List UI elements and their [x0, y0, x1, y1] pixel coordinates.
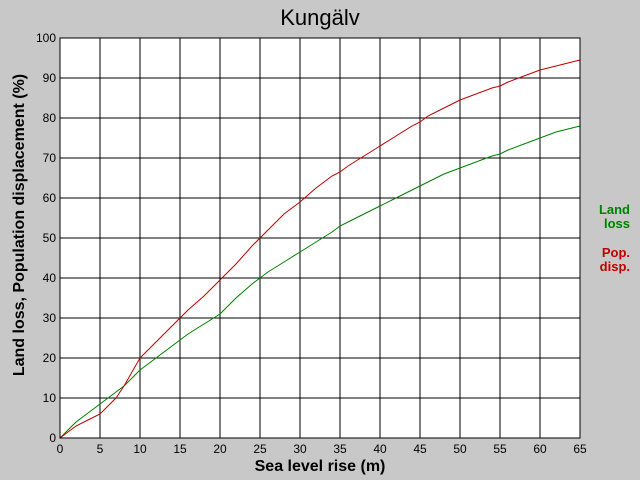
- x-tick-label: 55: [493, 442, 507, 456]
- legend-land-loss: Land loss: [599, 203, 630, 231]
- x-tick-label: 40: [373, 442, 387, 456]
- y-tick-label: 50: [43, 231, 57, 245]
- x-tick-label: 10: [133, 442, 147, 456]
- x-tick-label: 65: [573, 442, 587, 456]
- legend-land-loss-line1: Land: [598, 202, 630, 217]
- legend-pop-disp-line1: Pop.: [601, 245, 630, 260]
- chart-title: Kungälv: [280, 5, 360, 30]
- x-tick-labels: 0 5 10 15 20 25 30 35 40 45 50 55 60 65: [57, 442, 587, 456]
- x-tick-label: 60: [533, 442, 547, 456]
- legend-pop-disp: Pop. disp.: [600, 246, 630, 274]
- x-tick-label: 45: [413, 442, 427, 456]
- y-tick-label: 60: [43, 191, 57, 205]
- y-tick-label: 10: [43, 391, 57, 405]
- x-tick-label: 20: [213, 442, 227, 456]
- y-tick-label: 90: [43, 71, 57, 85]
- y-tick-label: 40: [43, 271, 57, 285]
- legend-land-loss-line2: loss: [603, 216, 630, 231]
- series-lines: [59, 59, 581, 439]
- x-tick-label: 30: [293, 442, 307, 456]
- x-tick-label: 0: [57, 442, 64, 456]
- y-axis-label: Land loss, Population displacement (%): [11, 73, 28, 377]
- x-axis-label: Sea level rise (m): [254, 458, 386, 475]
- y-tick-label: 0: [49, 431, 56, 445]
- pop-disp-line: [59, 59, 581, 439]
- legend-pop-disp-line2: disp.: [599, 259, 630, 274]
- x-tick-label: 35: [333, 442, 347, 456]
- y-tick-label: 80: [43, 111, 57, 125]
- land-loss-line: [59, 125, 581, 439]
- x-tick-label: 5: [97, 442, 104, 456]
- x-tick-label: 50: [453, 442, 467, 456]
- x-tick-label: 15: [173, 442, 187, 456]
- y-tick-label: 70: [43, 151, 57, 165]
- plot-frame: [59, 37, 581, 439]
- y-tick-labels: 0 10 20 30 40 50 60 70 80 90 100: [36, 31, 56, 445]
- x-tick-label: 25: [253, 442, 267, 456]
- y-tick-label: 100: [36, 31, 56, 45]
- y-tick-label: 30: [43, 311, 57, 325]
- y-tick-label: 20: [43, 351, 57, 365]
